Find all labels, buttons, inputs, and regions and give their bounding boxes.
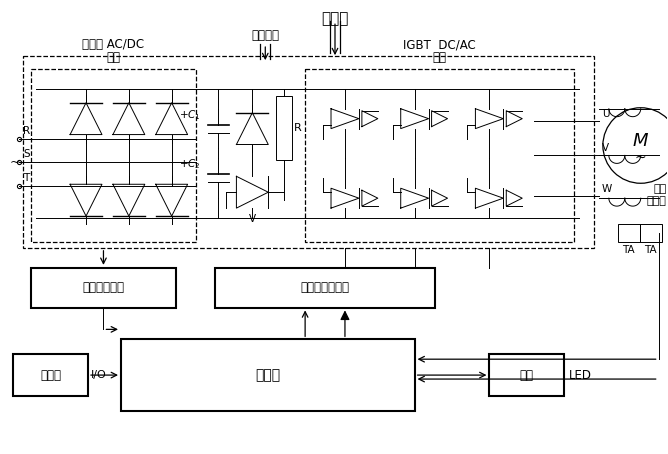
Text: ~: ~ xyxy=(635,150,647,164)
Text: +$C_1$: +$C_1$ xyxy=(178,108,200,122)
Bar xyxy=(490,354,564,396)
Text: +$C_2$: +$C_2$ xyxy=(179,158,200,171)
Text: 电流
传感器: 电流 传感器 xyxy=(647,184,667,206)
Text: 操作盘: 操作盘 xyxy=(40,369,61,382)
Text: 主电路: 主电路 xyxy=(321,11,349,26)
Text: LED: LED xyxy=(569,369,592,382)
Text: 主控板: 主控板 xyxy=(255,368,281,382)
Text: S: S xyxy=(23,149,30,159)
Bar xyxy=(13,354,88,396)
Text: 显示: 显示 xyxy=(520,369,534,382)
Bar xyxy=(305,69,574,242)
Text: 制动电路: 制动电路 xyxy=(251,29,279,42)
Bar xyxy=(31,268,176,307)
Text: R: R xyxy=(294,123,302,133)
Text: T: T xyxy=(23,173,29,183)
Bar xyxy=(618,224,640,242)
Bar xyxy=(277,96,292,160)
Text: TA: TA xyxy=(623,245,635,255)
Text: 驱动、保护电路: 驱动、保护电路 xyxy=(301,281,349,294)
Text: 二极管 AC/DC: 二极管 AC/DC xyxy=(82,38,144,51)
Text: 模块: 模块 xyxy=(106,51,120,64)
Text: V: V xyxy=(248,214,256,224)
Text: V: V xyxy=(602,143,609,153)
Bar xyxy=(31,69,196,242)
Text: ~: ~ xyxy=(9,156,20,169)
Text: U: U xyxy=(602,109,609,118)
Text: 模块: 模块 xyxy=(433,51,447,64)
Text: R: R xyxy=(23,126,31,136)
Text: I/O: I/O xyxy=(91,370,107,380)
Bar xyxy=(23,56,594,248)
Text: 故障信号检测: 故障信号检测 xyxy=(82,281,124,294)
Text: W: W xyxy=(602,184,612,194)
Bar xyxy=(121,339,415,411)
Text: IGBT  DC/AC: IGBT DC/AC xyxy=(403,38,476,51)
Bar xyxy=(640,224,661,242)
Text: M: M xyxy=(633,132,649,149)
Bar xyxy=(216,268,435,307)
Text: TA: TA xyxy=(645,245,657,255)
